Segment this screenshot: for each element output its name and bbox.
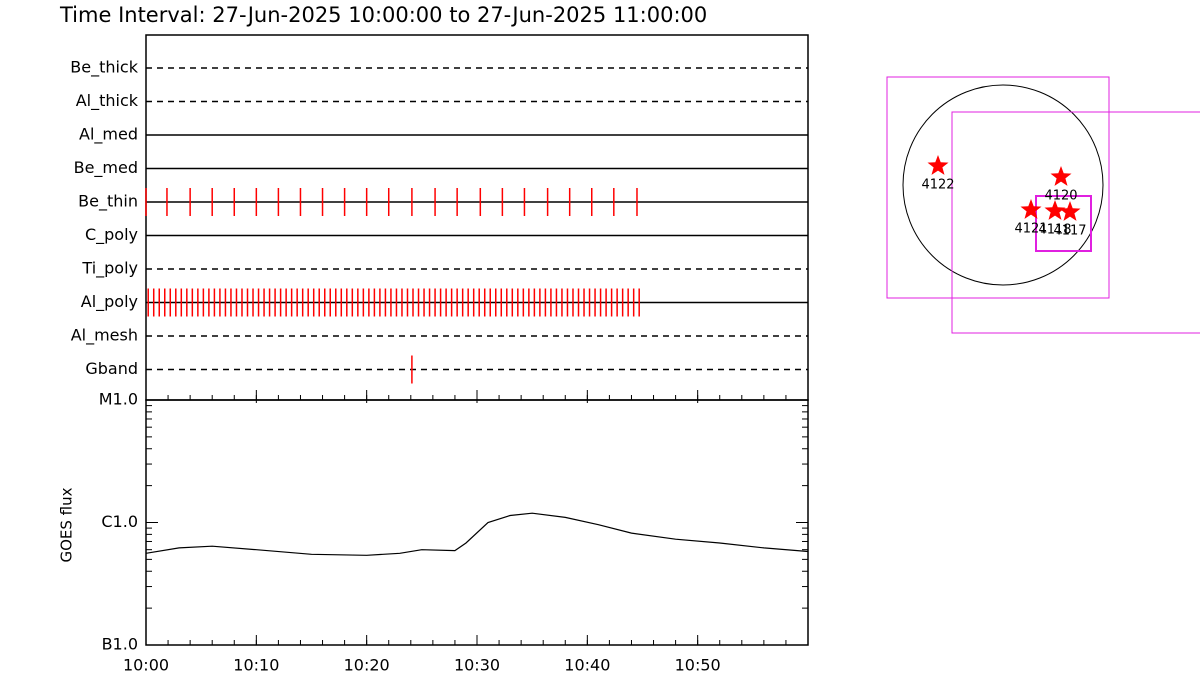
x-tick-label: 10:00 (123, 656, 169, 675)
region-label: 4117 (1053, 224, 1086, 239)
x-tick-label: 10:30 (454, 656, 500, 675)
row-label: Gband (85, 359, 138, 378)
timeline-frame (145, 34, 809, 401)
region-star (927, 155, 949, 175)
region-star (1050, 166, 1072, 186)
x-tick-label: 10:50 (675, 656, 721, 675)
region-label: 4118 (1038, 223, 1071, 238)
fov-box (1035, 195, 1092, 252)
y-tick-label: C1.0 (101, 512, 138, 531)
region-star (1044, 200, 1066, 220)
row-label: Al_mesh (71, 326, 138, 346)
row-label: Al_poly (81, 292, 138, 312)
x-tick-label: 10:40 (564, 656, 610, 675)
goes-frame (145, 399, 809, 646)
row-label: Be_thick (70, 58, 138, 78)
region-label: 4122 (921, 178, 954, 193)
row-label: Be_thin (78, 192, 138, 212)
region-label: 4121 (1014, 222, 1047, 237)
row-label: Be_med (74, 158, 138, 178)
y-axis-label: GOES flux (58, 487, 76, 562)
fov-box (886, 76, 1110, 299)
fov-box (951, 111, 1200, 334)
y-tick-label: B1.0 (102, 635, 138, 654)
row-label: C_poly (85, 225, 138, 245)
region-star (1059, 201, 1081, 221)
region-star (1020, 199, 1042, 219)
row-label: Ti_poly (81, 259, 138, 279)
goes-line (145, 512, 809, 556)
region-label: 4120 (1044, 189, 1077, 204)
row-label: Al_thick (76, 91, 139, 111)
chart-title: Time Interval: 27-Jun-2025 10:00:00 to 2… (59, 3, 707, 27)
y-tick-label: M1.0 (99, 390, 138, 409)
x-tick-label: 10:10 (233, 656, 279, 675)
row-label: Al_med (79, 125, 138, 145)
solar-disk (902, 84, 1104, 286)
x-tick-label: 10:20 (344, 656, 390, 675)
